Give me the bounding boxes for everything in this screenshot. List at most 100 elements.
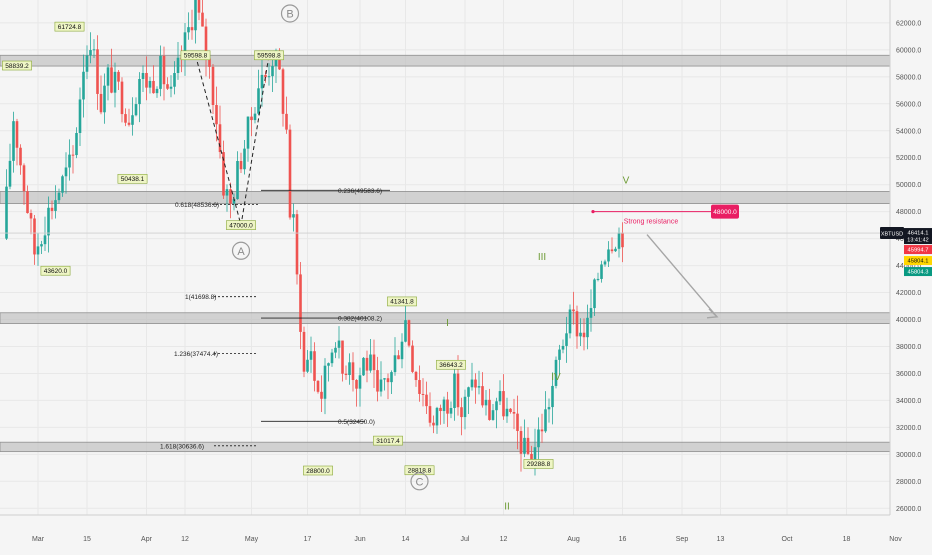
resistance-zone[interactable] — [0, 441, 891, 453]
candle-body[interactable] — [505, 408, 509, 417]
candle-body[interactable] — [208, 58, 211, 67]
price-tag[interactable] — [387, 296, 417, 307]
candle-body[interactable] — [75, 132, 78, 156]
candle-body[interactable] — [5, 186, 8, 239]
candle-body[interactable] — [106, 67, 110, 86]
candle-body[interactable] — [411, 345, 414, 372]
candle-body[interactable] — [274, 54, 278, 67]
candle-body[interactable] — [603, 261, 607, 265]
wave-circle[interactable] — [280, 4, 300, 23]
candle-body[interactable] — [292, 214, 295, 218]
candle-body[interactable] — [516, 413, 519, 432]
candle-body[interactable] — [488, 399, 491, 420]
candle-body[interactable] — [110, 67, 113, 93]
candle-body[interactable] — [425, 394, 428, 407]
candle-body[interactable] — [99, 93, 103, 113]
candle-body[interactable] — [257, 88, 260, 114]
price-tag[interactable] — [54, 21, 85, 32]
candle-body[interactable] — [29, 213, 33, 219]
candle-body[interactable] — [397, 355, 400, 360]
candle-body[interactable] — [309, 351, 313, 360]
candle-body[interactable] — [614, 248, 617, 252]
candle-body[interactable] — [456, 373, 460, 408]
candle-body[interactable] — [351, 362, 355, 380]
candle-body[interactable] — [568, 309, 572, 334]
candle-body[interactable] — [523, 437, 526, 454]
candle-body[interactable] — [547, 407, 551, 410]
candle-body[interactable] — [337, 340, 341, 348]
candle-body[interactable] — [519, 431, 523, 454]
candle-body[interactable] — [502, 391, 505, 417]
candle-body[interactable] — [176, 57, 180, 74]
candle-body[interactable] — [246, 116, 250, 149]
candle-body[interactable] — [232, 199, 236, 204]
candle-body[interactable] — [621, 232, 624, 248]
candle-body[interactable] — [145, 72, 148, 88]
candle-body[interactable] — [589, 308, 593, 318]
price-tag[interactable] — [40, 265, 71, 276]
candle-body[interactable] — [407, 320, 411, 346]
candle-body[interactable] — [166, 84, 169, 89]
candle-body[interactable] — [127, 122, 131, 125]
candle-body[interactable] — [96, 49, 99, 94]
candle-body[interactable] — [316, 380, 320, 392]
wave-label[interactable]: V — [623, 175, 630, 186]
price-tag[interactable] — [373, 435, 403, 446]
candle-body[interactable] — [117, 71, 120, 82]
price-tag[interactable] — [226, 220, 256, 230]
wave-label[interactable]: IV — [551, 372, 561, 383]
candle-body[interactable] — [610, 249, 614, 252]
candle-body[interactable] — [50, 207, 54, 211]
wave-label[interactable]: I — [446, 318, 449, 329]
candle-body[interactable] — [414, 371, 418, 381]
candle-body[interactable] — [236, 161, 239, 200]
candle-body[interactable] — [271, 66, 274, 77]
candle-body[interactable] — [369, 354, 372, 371]
candle-body[interactable] — [250, 116, 253, 121]
candle-body[interactable] — [593, 279, 596, 309]
candle-body[interactable] — [323, 365, 327, 399]
candle-body[interactable] — [355, 379, 358, 389]
candle-body[interactable] — [239, 161, 243, 170]
candle-body[interactable] — [138, 78, 141, 105]
candle-body[interactable] — [260, 74, 264, 89]
candle-body[interactable] — [470, 379, 474, 388]
candle-body[interactable] — [141, 72, 145, 79]
wave-circle[interactable] — [231, 241, 251, 260]
candle-body[interactable] — [187, 27, 190, 33]
candle-body[interactable] — [327, 363, 330, 366]
candle-body[interactable] — [537, 429, 540, 448]
candle-body[interactable] — [26, 191, 29, 214]
wave-label[interactable]: III — [538, 252, 546, 263]
candle-body[interactable] — [47, 207, 50, 236]
candle-body[interactable] — [586, 317, 589, 338]
candle-body[interactable] — [103, 85, 106, 113]
candle-body[interactable] — [341, 340, 344, 374]
price-tag[interactable] — [404, 465, 435, 476]
candle-body[interactable] — [358, 375, 362, 389]
candle-body[interactable] — [446, 399, 449, 414]
candle-body[interactable] — [15, 121, 19, 148]
candle-body[interactable] — [386, 378, 390, 383]
candle-body[interactable] — [383, 378, 386, 380]
candle-body[interactable] — [526, 437, 530, 454]
price-tag[interactable] — [303, 465, 333, 476]
candle-body[interactable] — [313, 351, 316, 381]
price-tag[interactable] — [2, 60, 32, 71]
candle-body[interactable] — [449, 408, 453, 414]
candle-body[interactable] — [78, 99, 82, 133]
candle-body[interactable] — [8, 160, 12, 187]
candle-body[interactable] — [85, 55, 89, 72]
candle-body[interactable] — [152, 80, 155, 94]
candle-body[interactable] — [400, 341, 404, 360]
candle-body[interactable] — [225, 189, 229, 196]
candle-body[interactable] — [169, 86, 173, 89]
candle-body[interactable] — [194, 0, 197, 31]
candle-body[interactable] — [159, 55, 162, 89]
candle-body[interactable] — [148, 80, 152, 88]
candle-body[interactable] — [218, 124, 222, 153]
candle-body[interactable] — [64, 167, 68, 177]
price-tag[interactable] — [523, 459, 554, 469]
candle-body[interactable] — [435, 407, 439, 426]
